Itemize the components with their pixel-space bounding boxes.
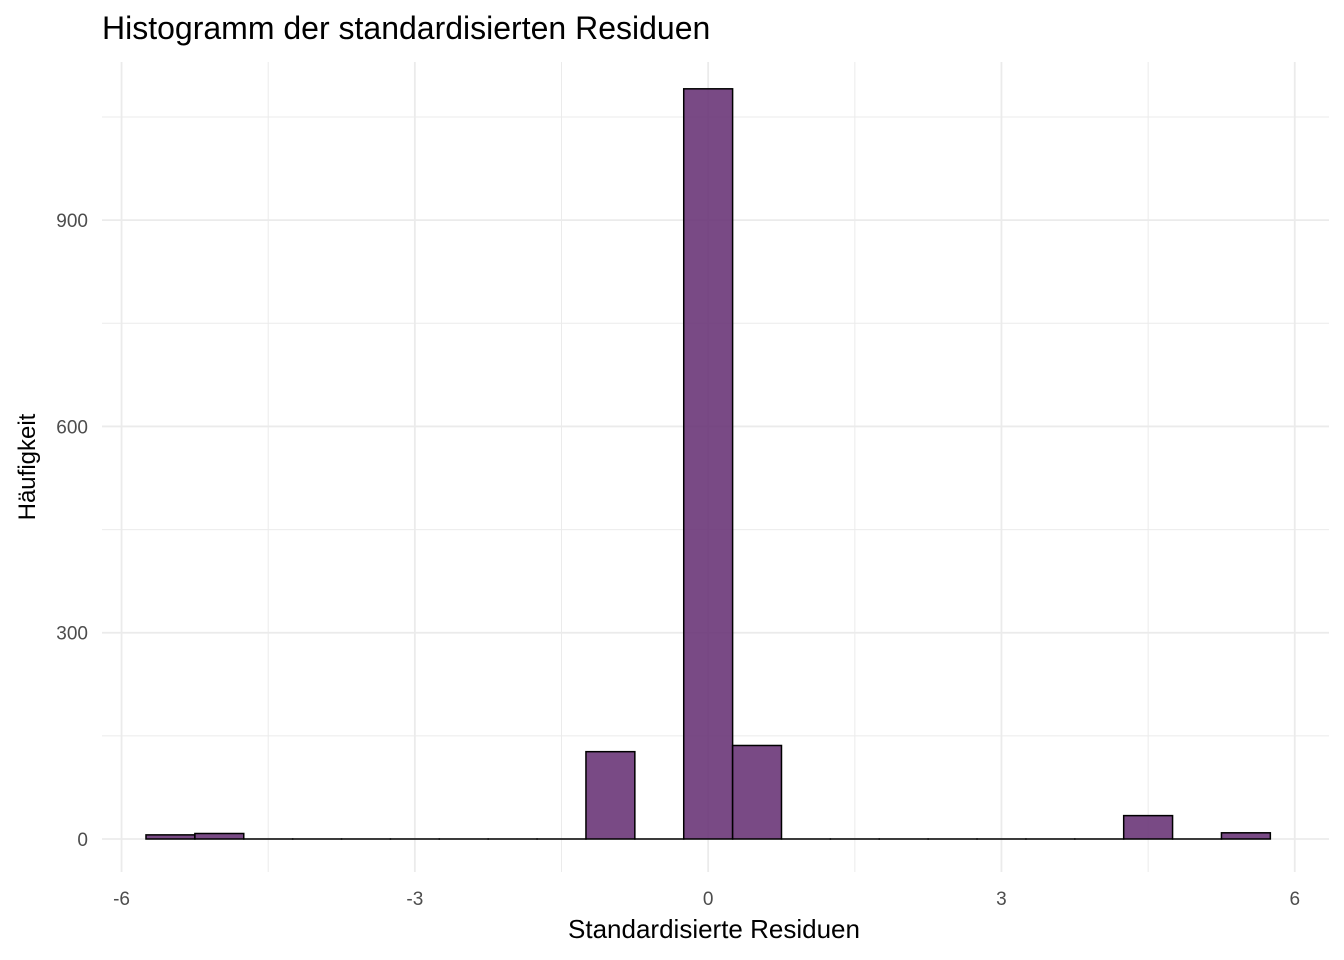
x-tick-label: 3 [996,889,1007,910]
y-tick-label: 0 [77,830,88,851]
x-tick-label: -6 [113,889,130,910]
x-tick-label: -3 [406,889,423,910]
histogram-bar [1220,832,1272,840]
histogram-bar [682,88,734,840]
x-axis-label: Standardisierte Residuen [568,914,860,944]
histogram-bar [145,834,196,840]
y-tick-label: 600 [56,417,88,438]
y-tick-label: 300 [56,624,88,645]
x-tick-label: 6 [1289,889,1300,910]
chart-title: Histogramm der standardisierten Residuen [102,10,711,46]
x-axis-ticks: -6 -3 0 3 6 [113,889,1300,910]
histogram-bar [1122,814,1174,840]
histogram-bars [145,88,1272,840]
y-tick-label: 900 [56,211,88,232]
histogram-bar [731,744,783,840]
histogram-bar [194,832,245,840]
histogram-bar [585,750,636,840]
x-tick-label: 0 [703,889,714,910]
y-axis-ticks: 0 300 600 900 [56,211,88,851]
